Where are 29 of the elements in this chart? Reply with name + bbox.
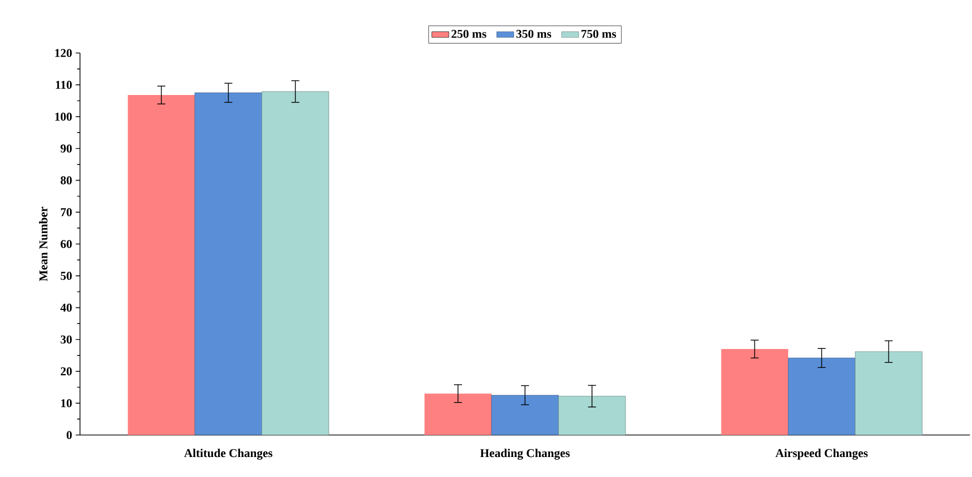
bar <box>128 95 195 435</box>
bar <box>558 396 626 435</box>
y-tick-label: 70 <box>60 208 72 216</box>
bar <box>721 349 788 435</box>
bar <box>424 394 492 435</box>
y-tick-label: 80 <box>60 176 72 184</box>
y-tick-label: 10 <box>61 399 72 408</box>
x-tick-label: Altitude Changes <box>184 448 272 460</box>
bar <box>854 351 922 435</box>
y-tick-label: 100 <box>55 112 72 121</box>
y-tick-label: 110 <box>56 80 72 89</box>
y-tick-label: 40 <box>60 304 72 312</box>
bar <box>262 91 330 435</box>
y-tick-label: 120 <box>55 48 72 58</box>
y-tick-label: 60 <box>60 240 72 248</box>
legend-label: 250 ms <box>452 30 486 38</box>
x-tick-label: Heading Changes <box>480 448 570 460</box>
y-tick-label: 50 <box>60 272 72 280</box>
bar <box>788 358 856 435</box>
bar <box>194 92 262 435</box>
legend-label: 350 ms <box>516 30 552 38</box>
bar <box>491 395 559 435</box>
x-tick-label: Airspeed Changes <box>775 448 868 460</box>
y-tick-label: 0 <box>66 430 72 440</box>
y-tick-label: 90 <box>60 144 72 153</box>
y-tick-label: 30 <box>60 335 72 344</box>
y-tick-label: 20 <box>60 367 72 376</box>
y-axis-title: Mean Number <box>39 206 48 282</box>
legend-label: 750 ms <box>582 30 616 38</box>
